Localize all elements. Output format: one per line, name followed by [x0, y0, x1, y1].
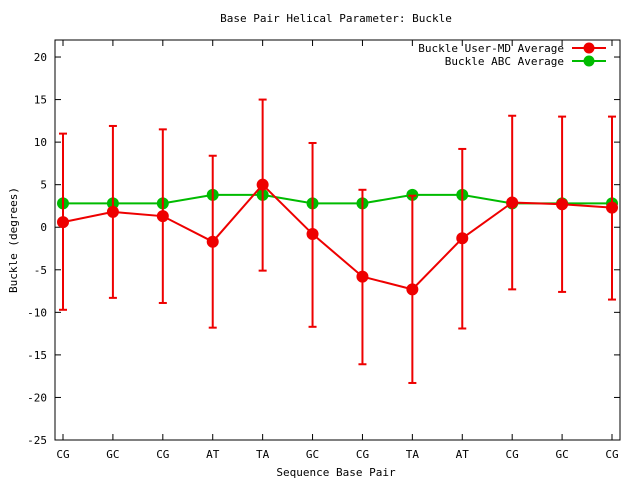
x-tick-label: TA	[406, 448, 420, 461]
y-tick-label: -15	[27, 349, 47, 362]
x-tick-label: CG	[156, 448, 169, 461]
y-tick-label: 10	[34, 136, 47, 149]
y-tick-label: -25	[27, 434, 47, 447]
y-tick-label: 0	[40, 221, 47, 234]
x-axis-label: Sequence Base Pair	[276, 466, 396, 479]
legend-label: Buckle User-MD Average	[418, 42, 564, 55]
series-buckle-abc-average	[57, 188, 618, 210]
data-point	[556, 198, 569, 211]
y-tick-label: -20	[27, 391, 47, 404]
x-tick-label: GC	[306, 448, 319, 461]
data-point	[356, 270, 369, 283]
data-point	[106, 205, 119, 218]
axes: -25 -20 -15 -10 -5 0 5 10 15 20 CG GC CG AT TA GC CG TA AT…	[27, 39, 621, 461]
x-tick-label: TA	[256, 448, 270, 461]
x-tick-label: GC	[106, 448, 119, 461]
x-tick-label: CG	[506, 448, 519, 461]
data-point	[456, 232, 469, 245]
chart-title: Base Pair Helical Parameter: Buckle	[220, 12, 452, 25]
legend-label: Buckle ABC Average	[445, 55, 564, 68]
y-tick-label: 20	[34, 51, 47, 64]
y-tick-label: 5	[40, 179, 47, 192]
data-point	[606, 201, 618, 214]
y-axis-label: Buckle (degrees)	[7, 187, 20, 293]
x-tick-label: CG	[356, 448, 369, 461]
x-tick-label: CG	[605, 448, 618, 461]
data-point	[406, 283, 419, 296]
series-line	[63, 193, 612, 205]
legend-marker	[583, 42, 595, 54]
x-tick-label: CG	[56, 448, 69, 461]
y-tick-label: -5	[34, 264, 47, 277]
x-tick-label: AT	[206, 448, 220, 461]
data-point	[256, 178, 269, 191]
data-point	[156, 210, 169, 223]
plot-frame	[54, 39, 621, 441]
data-point	[57, 216, 69, 229]
series-layer	[57, 98, 618, 384]
y-tick-label: 15	[34, 94, 47, 107]
data-point	[206, 235, 219, 248]
x-tick-label: AT	[456, 448, 470, 461]
data-point	[306, 228, 319, 241]
x-tick-label: GC	[555, 448, 568, 461]
legend-marker	[583, 55, 595, 67]
series-line	[62, 183, 613, 291]
y-tick-label: -10	[27, 306, 47, 319]
data-point	[506, 196, 519, 209]
series-buckle-user-md-average	[57, 98, 618, 384]
